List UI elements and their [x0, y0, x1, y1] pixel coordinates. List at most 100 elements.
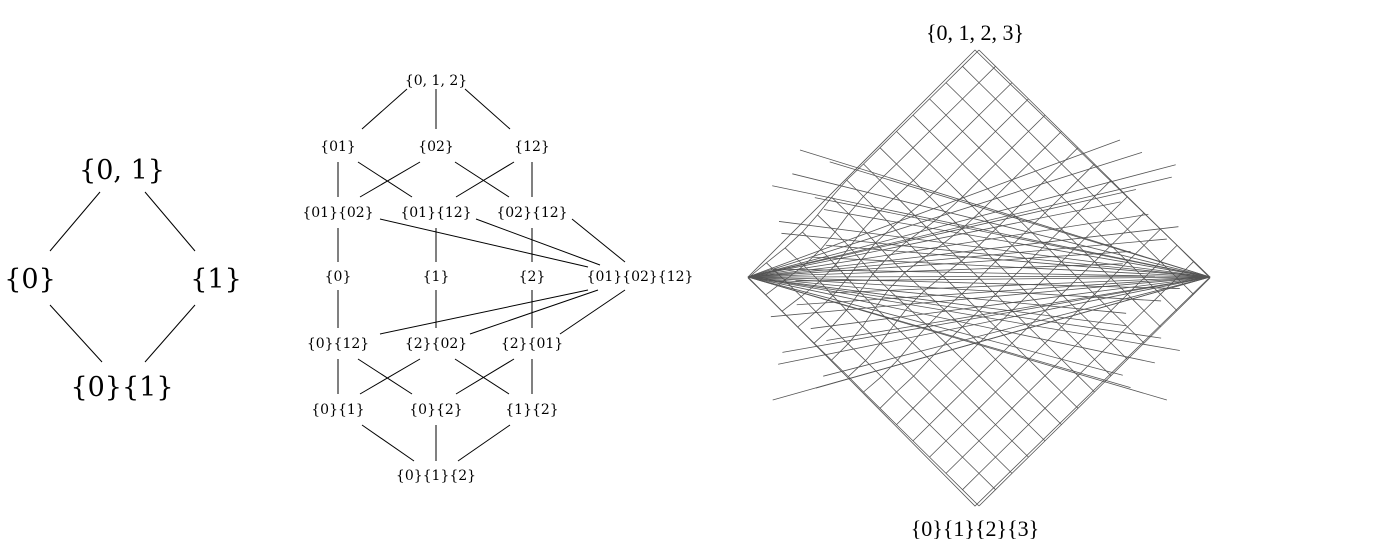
edge [475, 218, 601, 266]
edge [379, 218, 589, 268]
mesh-line [781, 232, 1211, 278]
mesh-line [863, 163, 1095, 393]
mesh-line [747, 276, 1162, 339]
mesh-line [962, 66, 1194, 295]
edge [454, 358, 510, 395]
mesh-line [829, 276, 1211, 294]
lattice-node: {2} [519, 269, 546, 285]
lattice-node: {2}{01} [501, 336, 563, 352]
edge [464, 88, 511, 130]
mesh-line [795, 276, 1211, 282]
mesh-line [770, 276, 1211, 318]
edge [455, 358, 515, 395]
edge [359, 358, 421, 395]
mesh-line [811, 256, 1211, 278]
mesh-line [848, 147, 1079, 377]
lattice-node: {0} [325, 269, 352, 285]
lattice-n2: {0, 1} {0} {1} {0}{1} [4, 155, 242, 403]
lattice-node: {01}{02}{12} [587, 269, 694, 285]
mesh-line [747, 189, 1137, 278]
edge [361, 88, 408, 130]
mesh-line [747, 201, 1121, 278]
mesh-line [747, 275, 1155, 278]
mesh-line [747, 151, 1143, 278]
mesh-line [772, 185, 1211, 278]
mesh-line [896, 196, 1128, 425]
edge [379, 289, 589, 335]
mesh-line [747, 276, 1162, 302]
lattice-n3: {0, 1, 2}{01} {02} {12}{01}{02} {01}{12} {02… [302, 73, 693, 484]
mesh-line [912, 212, 1145, 442]
mesh-line [782, 276, 1211, 353]
node-top: {0, 1, 2, 3} [926, 20, 1024, 45]
mesh-line [747, 251, 1131, 278]
node-right: {1} [190, 264, 242, 295]
mesh-line [772, 276, 1211, 401]
mesh-line [747, 164, 1176, 278]
node-top: {0, 1} [79, 155, 165, 186]
mesh-line [825, 244, 1211, 278]
mesh-line [829, 161, 1211, 278]
lattice-node: {0}{2} [409, 402, 462, 418]
lattice-node: {01}{12} [400, 205, 471, 221]
edge [144, 191, 196, 252]
mesh-line [823, 209, 1211, 278]
mesh-line [747, 276, 1127, 314]
lattice-n4: {0, 1, 2, 3} {0}{1}{2}{3} [747, 20, 1211, 541]
lattice-node: {2}{02} [405, 336, 467, 352]
edge [357, 358, 413, 395]
lattice-n4-mesh [747, 49, 1211, 507]
mesh-line [747, 276, 1180, 351]
lattice-node: {01}{02} [302, 205, 373, 221]
edge [454, 161, 510, 198]
mesh-line [879, 180, 1112, 409]
mesh-line [912, 114, 1145, 344]
edge [559, 289, 626, 335]
mesh-line [771, 268, 1211, 278]
mesh-line [792, 173, 1211, 278]
edge [469, 289, 599, 335]
lattice-node: {01} [320, 139, 356, 155]
lattice-node: {0, 1, 2} [405, 73, 467, 89]
mesh-line [778, 221, 1211, 278]
mesh-line [747, 276, 1127, 327]
lattice-node: {0}{1} [311, 402, 364, 418]
mesh-line [778, 276, 1211, 365]
edge [457, 424, 511, 462]
edge [359, 161, 421, 198]
lattice-node: {02}{12} [496, 205, 567, 221]
mesh-line [896, 131, 1128, 360]
mesh-line [747, 263, 1123, 278]
mesh-line [747, 226, 1179, 278]
mesh-line [796, 276, 1211, 306]
mesh-line [823, 276, 1211, 377]
mesh-line [747, 238, 1167, 278]
mesh-line [929, 98, 1161, 328]
lattice-node: {0}{12} [307, 336, 369, 352]
lattice-node: {1}{2} [505, 402, 558, 418]
mesh-line [879, 147, 1112, 376]
edge [357, 161, 413, 198]
mesh-line [978, 277, 1211, 507]
mesh-boundary [747, 49, 1211, 507]
edge [49, 191, 101, 252]
edge [455, 161, 515, 198]
mesh-line [747, 276, 1180, 289]
lattice-n3-edges [337, 88, 626, 462]
lattice-node: {1} [423, 269, 450, 285]
edge [361, 424, 415, 462]
mesh-line [747, 276, 1167, 401]
node-bottom: {0}{1}{2}{3} [911, 516, 1039, 541]
mesh-line [929, 228, 1161, 458]
edge [49, 304, 103, 363]
mesh-line [826, 276, 1211, 341]
node-left: {0} [4, 264, 56, 295]
edge [571, 218, 626, 263]
mesh-line [747, 213, 1149, 278]
lattice-node: {12} [514, 139, 550, 155]
mesh-line [945, 82, 1178, 311]
mesh-line [962, 261, 1194, 490]
mesh-line [799, 149, 1211, 278]
